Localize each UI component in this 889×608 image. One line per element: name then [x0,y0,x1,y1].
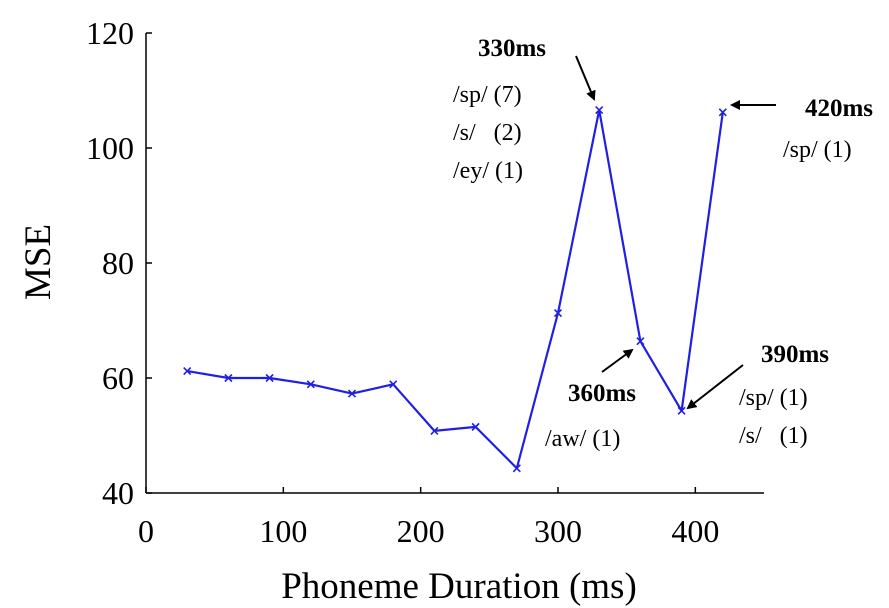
data-markers [183,105,727,473]
annotation-title: 390ms [761,341,829,368]
data-point [224,373,233,383]
x-tick-label: 400 [671,513,719,549]
y-tick-label: 40 [102,475,134,511]
data-point [265,373,274,383]
annotation-line: /sp/ (7) [453,82,522,108]
y-tick-label: 100 [86,130,134,166]
data-point [595,105,604,115]
series-line [187,108,724,470]
series-line-path [187,108,724,470]
x-tick-label: 300 [534,513,582,549]
annotation-line: /aw/ (1) [545,426,620,452]
annotation-arrow [686,364,744,410]
annotation-line: /ey/ (1) [453,158,523,184]
annotation-330ms: 330ms/sp/ (7) /s/ (2) /ey/ (1) [453,35,596,184]
annotation-arrow [575,55,596,101]
annotation-line: /s/ (2) [453,120,522,146]
data-point [677,406,686,415]
y-tick-label: 80 [102,245,134,281]
x-tick-label: 0 [138,513,154,549]
annotation-420ms: 420ms/sp/ (1) [730,95,873,163]
x-tick-label: 200 [397,513,445,549]
annotation-title: 330ms [478,35,546,62]
y-tick-label: 120 [86,15,134,51]
annotation-360ms: 360ms/aw/ (1) [545,348,636,452]
x-axis-title: Phoneme Duration (ms) [281,566,637,607]
annotation-title: 420ms [805,95,873,122]
data-point [389,380,398,389]
data-point [718,108,727,117]
data-point [430,426,439,435]
annotations: 330ms/sp/ (7) /s/ (2) /ey/ (1) 420ms/sp/ (1… [453,35,873,452]
data-point [347,389,357,398]
annotation-line: /sp/ (1) [739,385,808,411]
y-tick-label: 60 [102,360,134,396]
annotation-arrow [601,348,634,373]
data-point [306,380,315,389]
annotation-line: /sp/ (1) [783,137,852,163]
data-point [471,422,480,431]
y-axis-title: MSE [18,224,59,300]
data-point [183,367,192,376]
ticks: 0 100 200 300 400 40 60 80 100 120 [86,15,719,549]
annotation-line: /s/ (1) [739,423,808,449]
annotation-390ms: 390ms/sp/ (1) /s/ (1) [686,341,829,449]
data-point [636,337,645,346]
data-point [553,308,563,318]
x-tick-label: 100 [259,513,307,549]
annotation-title: 360ms [568,380,636,407]
data-point [512,464,521,473]
